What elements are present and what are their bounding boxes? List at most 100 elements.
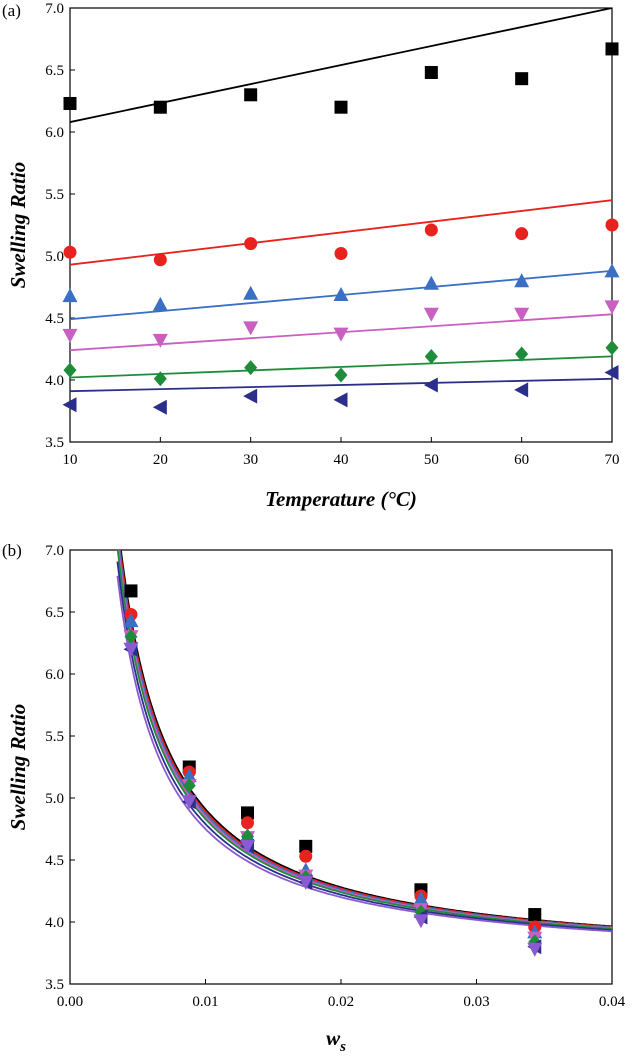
y-tick-label: 5.5 [45,729,64,745]
data-point [152,333,168,348]
fit-line [116,575,612,933]
y-tick-label: 4.5 [45,311,64,327]
x-tick-label: 30 [243,452,258,468]
x-tick-label: 50 [424,452,439,468]
fit-line [116,561,612,931]
data-point [244,360,258,376]
x-axis-label-b-sub: s [339,1039,346,1055]
data-point [153,100,167,114]
y-tick-label: 5.0 [45,249,64,265]
data-point [62,397,77,413]
data-point [181,795,197,810]
y-tick-label: 7.0 [45,543,64,559]
y-tick-label: 6.0 [45,667,64,683]
data-point [62,288,78,303]
x-tick-label: 0.04 [599,994,626,1010]
data-point [63,96,77,110]
data-point [423,307,439,322]
data-point [181,768,197,783]
data-point [605,218,619,232]
data-point [334,367,348,383]
data-point [515,227,529,241]
data-point [63,245,77,259]
data-point [604,300,620,315]
data-point [515,346,529,362]
data-point [424,223,438,237]
y-tick-label: 6.0 [45,125,64,141]
data-point [423,275,439,290]
x-axis-b: 0.00 0.01 0.02 0.03 0.04 [57,979,626,1010]
data-point [244,88,258,102]
data-point [241,816,255,830]
data-point [152,399,167,415]
data-point [514,382,529,398]
fit-line [120,550,612,928]
data-point [244,237,258,251]
data-point [124,629,138,645]
x-tick-label: 20 [153,452,168,468]
x-tick-label: 0.01 [192,994,218,1010]
data-point [182,778,196,794]
x-tick-label: 40 [334,452,349,468]
data-point [152,296,168,311]
y-tick-label: 4.0 [45,373,64,389]
data-point [333,327,349,342]
y-tick-label: 5.0 [45,791,64,807]
data-point [124,584,138,598]
y-axis-a: 3.5 4.0 4.5 5.0 5.5 6.0 6.5 7.0 [45,1,75,451]
x-axis-label-a: Temperature (°C) [265,487,417,511]
y-tick-label: 7.0 [45,1,64,17]
data-point [241,806,255,820]
y-tick-label: 6.5 [45,605,64,621]
y-axis-label-b: Swelling Ratio [6,704,30,831]
data-point [243,285,259,300]
data-point [299,849,313,863]
data-point [240,839,256,854]
fit-line [118,550,612,929]
data-point [514,273,530,288]
data-point [334,100,348,114]
data-point [334,247,348,261]
panel-label-b: (b) [2,541,22,560]
data-points-a [62,42,620,415]
data-point [153,371,167,387]
fit-line [119,550,612,928]
x-tick-label: 10 [63,452,78,468]
fit-line [70,377,612,393]
data-point [243,388,258,404]
data-points-b [123,584,543,957]
x-axis-label-b-main: w [326,1026,341,1050]
data-point [299,839,313,853]
data-point [63,362,77,378]
y-axis-label-a: Swelling Ratio [6,162,30,289]
x-tick-label: 0.02 [328,994,354,1010]
data-point [298,875,314,890]
chart-b: (b) 3.54.04.55.05.56.06.57.0 0.00 0.01 0.0… [2,541,626,1055]
y-tick-label: 3.5 [45,435,64,451]
data-point [423,377,438,393]
x-tick-label: 0.03 [463,994,489,1010]
x-axis-a: 10 20 30 40 50 60 70 [63,437,620,468]
data-point [243,321,259,336]
data-point [527,942,543,957]
panel-label-a: (a) [2,1,21,20]
data-point [333,392,348,408]
y-axis-b: 3.5 4.0 4.5 5.0 5.5 6.0 6.5 7.0 [45,543,75,993]
data-point [528,908,542,922]
data-point [424,65,438,79]
fit-curves-b [116,550,612,933]
data-point [123,613,139,628]
y-tick-label: 6.5 [45,63,64,79]
data-point [514,307,530,322]
y-tick-label: 5.5 [45,187,64,203]
y-tick-label: 4.0 [45,915,64,931]
chart-a: (a) 3.5 4.0 4.5 5.0 5.5 6.0 6.5 7.0 10 20 30 40 50 6… [2,1,620,511]
data-point [605,42,619,56]
fit-line [117,550,612,930]
data-point [62,328,78,343]
x-axis-label-b: ws [326,1026,346,1055]
x-tick-label: 60 [514,452,529,468]
data-point [604,263,620,278]
data-point [413,890,429,905]
